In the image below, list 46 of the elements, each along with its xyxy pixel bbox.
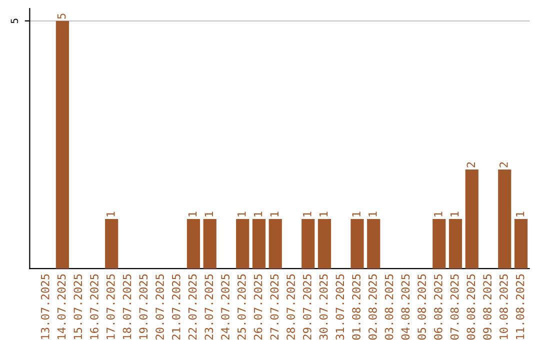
x-tick-label: 25.07.2025 <box>237 274 246 340</box>
x-tick-label: 06.08.2025 <box>434 274 442 340</box>
data-label: 2 <box>466 162 475 168</box>
x-tick-label: 16.07.2025 <box>90 274 98 340</box>
x-tick-label: 21.07.2025 <box>172 274 180 340</box>
x-tick-label: 28.07.2025 <box>286 274 295 340</box>
x-tick-label: 17.07.2025 <box>106 274 115 340</box>
data-label: 1 <box>434 212 442 216</box>
x-tick-label: 20.07.2025 <box>156 274 164 340</box>
x-tick-label: 29.07.2025 <box>302 274 312 340</box>
x-tick-label: 10.08.2025 <box>499 274 508 340</box>
x-tick-label: 22.07.2025 <box>188 274 197 340</box>
x-tick-label: 15.07.2025 <box>74 274 82 340</box>
x-tick-label: 18.07.2025 <box>122 274 132 340</box>
data-label: 1 <box>352 212 360 216</box>
data-label: 1 <box>106 212 115 216</box>
x-tick-label: 27.07.2025 <box>270 274 279 340</box>
data-label: 5 <box>57 14 66 19</box>
x-tick-label: 31.07.2025 <box>336 274 344 340</box>
data-label: 1 <box>368 212 377 216</box>
data-label: 1 <box>238 212 246 216</box>
x-tick-label: 19.07.2025 <box>139 274 148 340</box>
x-tick-label: 26.07.2025 <box>254 274 262 340</box>
x-tick-label: 24.07.2025 <box>221 274 230 340</box>
x-tick-label: 23.07.2025 <box>204 274 214 340</box>
x-tick-label: 13.07.2025 <box>40 274 50 340</box>
x-tick-label: 04.08.2025 <box>401 274 410 340</box>
data-label: 1 <box>270 212 278 216</box>
data-label: 1 <box>204 212 213 216</box>
data-label: 1 <box>254 212 262 216</box>
x-tick-label: 14.07.2025 <box>57 274 66 340</box>
x-tick-label: 01.08.2025 <box>352 274 360 340</box>
x-tick-label: 05.08.2025 <box>418 274 426 340</box>
data-label: 1 <box>516 212 524 216</box>
x-tick-label: 09.08.2025 <box>483 274 492 340</box>
data-label: 1 <box>319 212 328 216</box>
data-label: 1 <box>188 212 197 216</box>
x-tick-label: 11.08.2025 <box>516 274 524 340</box>
x-tick-label: 08.08.2025 <box>466 274 476 340</box>
x-tick-label: 03.08.2025 <box>384 274 394 340</box>
data-label: 1 <box>450 212 459 216</box>
data-label: 1 <box>303 212 312 216</box>
x-tick-label: 30.07.2025 <box>319 274 328 340</box>
data-label: 2 <box>499 162 508 168</box>
x-tick-label: 07.08.2025 <box>450 274 459 340</box>
x-tick-label: 02.08.2025 <box>368 274 377 340</box>
